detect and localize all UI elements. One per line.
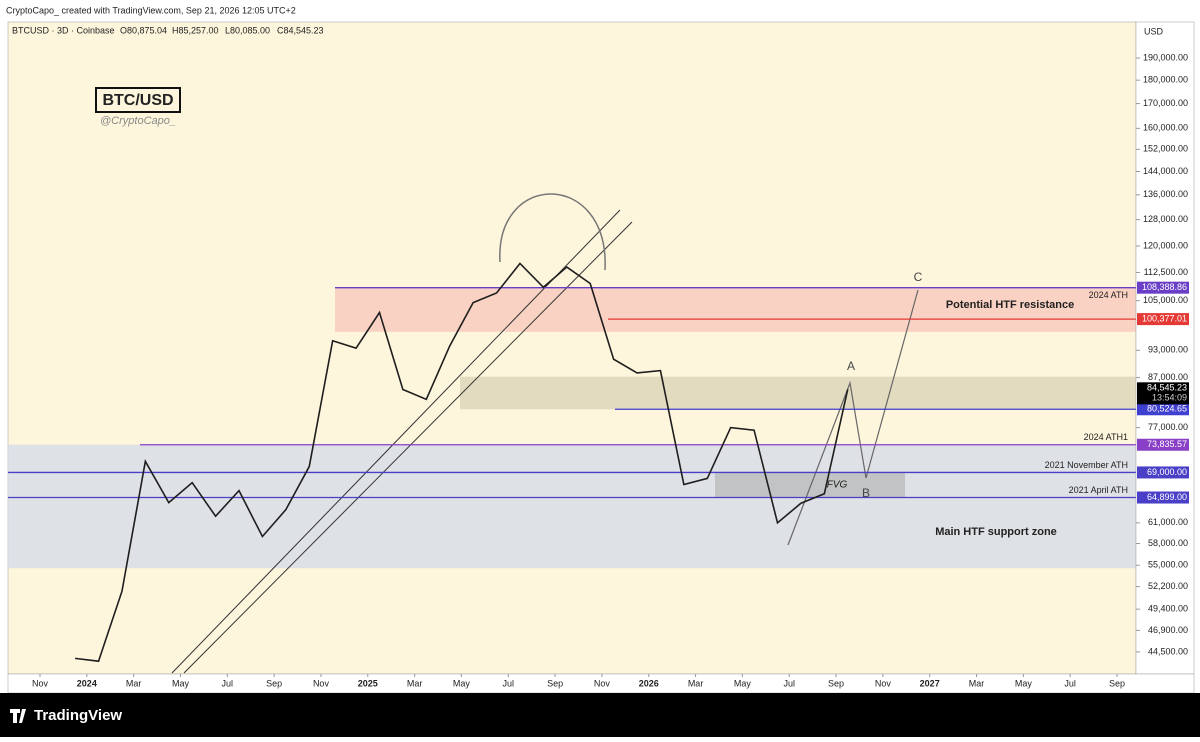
y-tick-label: 180,000.00: [1143, 75, 1188, 85]
projection: [787, 289, 919, 546]
ohlc-open: O80,875.04: [120, 25, 167, 35]
x-tick-label: Mar: [126, 678, 142, 688]
price-tag-label: 108,388.86: [1142, 282, 1187, 292]
x-tick-label: Nov: [875, 678, 892, 688]
price-axis: [1135, 21, 1195, 675]
last-price-label: 84,545.23: [1147, 383, 1187, 393]
x-tick-label: May: [453, 678, 471, 688]
ohlc-high: H85,257.00: [172, 25, 219, 35]
x-tick-label: Nov: [313, 678, 330, 688]
x-tick-label: Jul: [503, 678, 515, 688]
y-tick-label: 170,000.00: [1143, 98, 1188, 108]
y-tick-label: 61,000.00: [1148, 517, 1188, 527]
x-tick-label: Nov: [594, 678, 611, 688]
y-tick-label: 93,000.00: [1148, 345, 1188, 355]
chart-title: BTC/USD: [102, 92, 173, 109]
x-tick-label: Mar: [407, 678, 423, 688]
zone-label: FVG: [827, 480, 848, 491]
y-tick-label: 128,000.00: [1143, 214, 1188, 224]
level-name: 2024 ATH: [1089, 290, 1128, 300]
plot: [8, 193, 1136, 674]
x-tick-label: Sep: [828, 678, 844, 688]
title-box: [95, 87, 181, 113]
price-tag: [1137, 491, 1189, 504]
level-name: 2021 November ATH: [1045, 460, 1128, 470]
chart-subtitle: @CryptoCapo_: [100, 115, 176, 127]
price-tag-label: 73,835.57: [1147, 439, 1187, 449]
x-tick-label: Jul: [1064, 678, 1076, 688]
price-tag: [1137, 281, 1189, 294]
x-tick-label: Mar: [969, 678, 985, 688]
y-tick-label: 144,000.00: [1143, 166, 1188, 176]
brand: TradingView: [34, 707, 122, 724]
y-tick-label: 136,000.00: [1143, 189, 1188, 199]
x-tick-label: 2024: [77, 678, 97, 688]
wave-label: B: [862, 486, 870, 500]
y-tick-label: 160,000.00: [1143, 123, 1188, 133]
wave-label: C: [914, 270, 923, 284]
symbol: BTCUSD · 3D · Coinbase: [12, 25, 115, 35]
axis-unit: USD: [1144, 26, 1164, 36]
y-tick-label: 49,400.00: [1148, 604, 1188, 614]
price-tag-label: 64,899.00: [1147, 492, 1187, 502]
x-tick-label: Jul: [222, 678, 234, 688]
x-tick-label: Sep: [1109, 678, 1125, 688]
y-tick-label: 152,000.00: [1143, 144, 1188, 154]
x-tick-label: 2026: [639, 678, 659, 688]
level-name: 2021 April ATH: [1069, 485, 1128, 495]
zone-label: Potential HTF resistance: [946, 299, 1074, 311]
price-tag-label: 100,377.01: [1142, 313, 1187, 323]
x-tick-label: Sep: [547, 678, 563, 688]
x-tick-label: Nov: [32, 678, 49, 688]
price-line: [75, 262, 849, 663]
y-tick-label: 55,000.00: [1148, 560, 1188, 570]
zone-label: Main HTF support zone: [935, 526, 1057, 538]
plot-area: [7, 21, 1137, 675]
footer: [0, 693, 1200, 737]
wave-label: A: [847, 359, 855, 373]
top-arc: [499, 193, 606, 271]
x-tick-label: May: [734, 678, 752, 688]
x-tick-label: May: [172, 678, 190, 688]
credit: CryptoCapo_ created with TradingView.com…: [6, 5, 296, 15]
price-tag-label: 69,000.00: [1147, 467, 1187, 477]
level-name: 2024 ATH1: [1084, 432, 1128, 442]
y-tick-label: 190,000.00: [1143, 52, 1188, 62]
last-price-tag: [1137, 382, 1189, 405]
price-tag: [1137, 438, 1189, 451]
price-tag-label: 80,524.65: [1147, 404, 1187, 414]
logo: [10, 709, 26, 723]
countdown: 13:54:09: [1152, 393, 1187, 403]
y-tick-label: 46,900.00: [1148, 625, 1188, 635]
x-tick-label: May: [1015, 678, 1033, 688]
y-tick-label: 58,000.00: [1148, 538, 1188, 548]
x-tick-label: 2027: [920, 678, 940, 688]
header-bar: [0, 0, 1200, 22]
y-tick-label: 52,200.00: [1148, 581, 1188, 591]
y-tick-label: 77,000.00: [1148, 422, 1188, 432]
price-tag: [1137, 313, 1189, 326]
price-tag: [1137, 466, 1189, 479]
y-tick-label: 44,500.00: [1148, 646, 1188, 656]
zone: [8, 444, 1136, 569]
x-tick-label: 2025: [358, 678, 378, 688]
price-tag: [1137, 403, 1189, 416]
y-tick-label: 87,000.00: [1148, 372, 1188, 382]
y-tick-label: 120,000.00: [1143, 240, 1188, 250]
y-tick-label: 105,000.00: [1143, 295, 1188, 305]
y-tick-label: 112,500.00: [1144, 267, 1188, 277]
ohlc-low: L80,085.00: [225, 25, 270, 35]
x-tick-label: Sep: [266, 678, 282, 688]
ohlc-close: C84,545.23: [277, 25, 324, 35]
x-tick-label: Mar: [688, 678, 704, 688]
zone: [460, 376, 1136, 410]
zone: [715, 472, 905, 498]
x-tick-label: Jul: [783, 678, 795, 688]
